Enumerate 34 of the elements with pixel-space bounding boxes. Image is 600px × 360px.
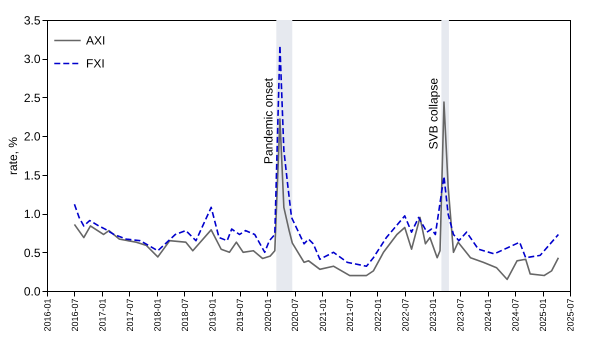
x-tick-label: 2020-07	[290, 298, 300, 332]
y-tick-label: 2.5	[24, 90, 41, 105]
y-tick-label: 0.5	[24, 246, 41, 260]
x-tick-label: 2025-07	[566, 298, 576, 332]
x-tick-label: 2021-01	[318, 298, 328, 332]
x-tick-label: 2019-07	[235, 298, 246, 332]
band-label: Pandemic onset	[261, 77, 276, 164]
y-tick-label: 2.0	[24, 130, 41, 144]
x-tick-label: 2017-01	[98, 298, 108, 332]
x-tick-label: 2023-01	[428, 298, 438, 332]
x-tick-label: 2023-07	[455, 298, 466, 332]
x-tick-label: 2019-01	[208, 298, 218, 332]
band-label: SVB collapse	[426, 78, 440, 150]
x-tick-label: 2020-01	[262, 298, 273, 332]
line-series	[74, 44, 560, 268]
y-tick-label: 3.5	[24, 14, 41, 28]
x-tick-label: 2016-01	[42, 298, 52, 332]
y-tick-label: 1.5	[24, 168, 41, 182]
y-tick-label: 3.0	[24, 52, 41, 66]
y-axis-title: rate, %	[6, 136, 20, 176]
x-tick-label: 2018-07	[180, 298, 190, 332]
x-tick-label: 2017-07	[124, 298, 135, 332]
x-tick-label: 2024-01	[483, 298, 494, 332]
x-tick-label: 2018-01	[152, 298, 163, 332]
legend-label: FXI	[86, 56, 105, 70]
x-tick-label: 2024-07	[510, 298, 520, 332]
y-tick-label: 0.0	[24, 284, 41, 298]
legend-label: AXI	[86, 34, 106, 48]
y-tick-label: 1.0	[24, 207, 41, 222]
x-tick-label: 2021-07	[345, 298, 356, 332]
x-tick-label: 2022-01	[372, 298, 383, 332]
x-tick-label: 2016-07	[70, 298, 80, 332]
x-tick-label: 2022-07	[400, 298, 410, 332]
x-tick-label: 2025-01	[538, 298, 548, 332]
